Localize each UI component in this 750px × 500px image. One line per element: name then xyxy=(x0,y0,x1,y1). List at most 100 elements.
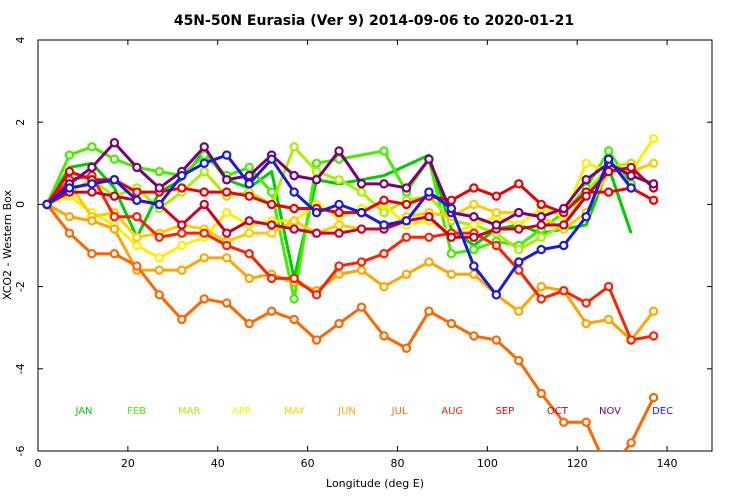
data-point-apr xyxy=(177,240,187,251)
data-point-nov xyxy=(132,162,142,173)
data-point-nov xyxy=(311,175,322,185)
legend-label-dec: DEC xyxy=(652,406,673,417)
data-point-nov xyxy=(514,207,524,218)
data-point-oct xyxy=(311,228,322,238)
y-axis-label: XCO2 - Western Box xyxy=(1,189,14,300)
data-point-jul xyxy=(536,388,546,399)
data-point-aug xyxy=(491,240,502,251)
data-point-jun xyxy=(603,314,614,325)
data-point-dec xyxy=(603,154,614,164)
data-point-may xyxy=(289,216,299,226)
data-point-sep xyxy=(289,203,299,214)
data-point-dec xyxy=(42,199,52,210)
legend-label-nov: NOV xyxy=(599,406,621,417)
data-point-jul xyxy=(266,306,277,316)
y-tick-label: -4 xyxy=(14,363,27,374)
legend-label-sep: SEP xyxy=(495,406,514,417)
data-point-nov xyxy=(581,175,591,185)
data-point-jun xyxy=(581,318,591,329)
data-point-sep xyxy=(379,195,389,205)
data-point-apr xyxy=(581,158,591,168)
data-point-jun xyxy=(356,265,367,275)
data-point-jun xyxy=(334,269,344,279)
data-point-mar xyxy=(289,142,299,152)
data-point-aug xyxy=(109,212,120,222)
legend-label-oct: OCT xyxy=(547,406,569,417)
legend-label-apr: APR xyxy=(232,406,252,417)
data-point-oct xyxy=(626,162,636,173)
data-point-jun xyxy=(177,265,187,275)
data-point-sep xyxy=(132,187,142,197)
data-point-nov xyxy=(424,154,434,164)
data-point-mar xyxy=(379,207,389,218)
data-point-nov xyxy=(289,170,299,181)
data-point-jun xyxy=(199,253,209,263)
data-point-sep xyxy=(334,207,344,218)
data-point-jul xyxy=(132,261,142,271)
series-dec xyxy=(42,150,636,300)
data-point-sep xyxy=(199,187,209,197)
data-point-apr xyxy=(648,133,659,144)
data-point-sep xyxy=(536,199,546,210)
x-tick-label: 140 xyxy=(657,457,678,470)
data-point-aug xyxy=(536,294,546,304)
data-point-sep xyxy=(266,199,277,210)
data-point-jul xyxy=(605,468,612,475)
data-point-jun xyxy=(64,212,75,222)
data-point-jul xyxy=(514,355,524,366)
data-point-sep xyxy=(177,183,187,193)
data-point-nov xyxy=(356,179,367,189)
data-point-oct xyxy=(559,220,569,230)
data-point-oct xyxy=(177,220,187,230)
data-point-feb xyxy=(244,162,254,173)
data-point-jul xyxy=(356,302,367,312)
data-point-dec xyxy=(469,261,479,271)
data-point-dec xyxy=(559,240,569,251)
data-point-oct xyxy=(536,220,546,230)
data-point-jul xyxy=(648,392,659,403)
data-point-dec xyxy=(222,150,232,160)
series-line-may xyxy=(45,161,655,243)
data-point-nov xyxy=(626,170,636,181)
data-point-jul xyxy=(559,417,569,427)
data-point-oct xyxy=(581,191,591,201)
data-point-jul xyxy=(424,306,434,316)
legend-label-may: MAY xyxy=(284,406,306,417)
series-line-aug xyxy=(45,174,654,342)
data-point-sep xyxy=(64,166,75,177)
y-tick-label: -2 xyxy=(14,281,27,292)
data-point-sep xyxy=(244,191,254,201)
data-point-dec xyxy=(311,207,322,218)
data-point-apr xyxy=(132,240,142,251)
data-point-aug xyxy=(266,273,277,284)
data-point-mar xyxy=(536,232,546,242)
legend-label-jun: JUN xyxy=(337,406,356,417)
data-point-jul xyxy=(401,343,412,353)
data-point-mar xyxy=(311,166,322,177)
data-point-dec xyxy=(379,220,389,230)
data-point-aug xyxy=(424,232,434,242)
data-point-aug xyxy=(356,257,367,267)
data-point-jul xyxy=(626,438,636,448)
x-tick-label: 100 xyxy=(477,457,498,470)
data-point-dec xyxy=(514,257,524,267)
data-point-feb xyxy=(603,146,614,156)
data-point-jun xyxy=(401,269,412,279)
data-point-oct xyxy=(222,228,232,238)
x-tick-label: 80 xyxy=(390,457,404,470)
legend-label-feb: FEB xyxy=(127,406,146,417)
data-point-feb xyxy=(446,249,457,259)
data-point-jun xyxy=(536,281,546,292)
data-point-mar xyxy=(514,244,524,255)
data-point-feb xyxy=(311,158,322,168)
x-tick-label: 20 xyxy=(121,457,135,470)
data-point-may xyxy=(491,207,502,218)
data-point-jul xyxy=(244,318,254,329)
data-point-oct xyxy=(334,228,344,238)
data-point-jul xyxy=(199,294,209,304)
data-point-may xyxy=(334,220,344,230)
data-point-aug xyxy=(603,281,614,292)
data-point-nov xyxy=(199,142,209,152)
data-point-jul xyxy=(334,318,344,329)
series-line-nov xyxy=(45,141,655,227)
